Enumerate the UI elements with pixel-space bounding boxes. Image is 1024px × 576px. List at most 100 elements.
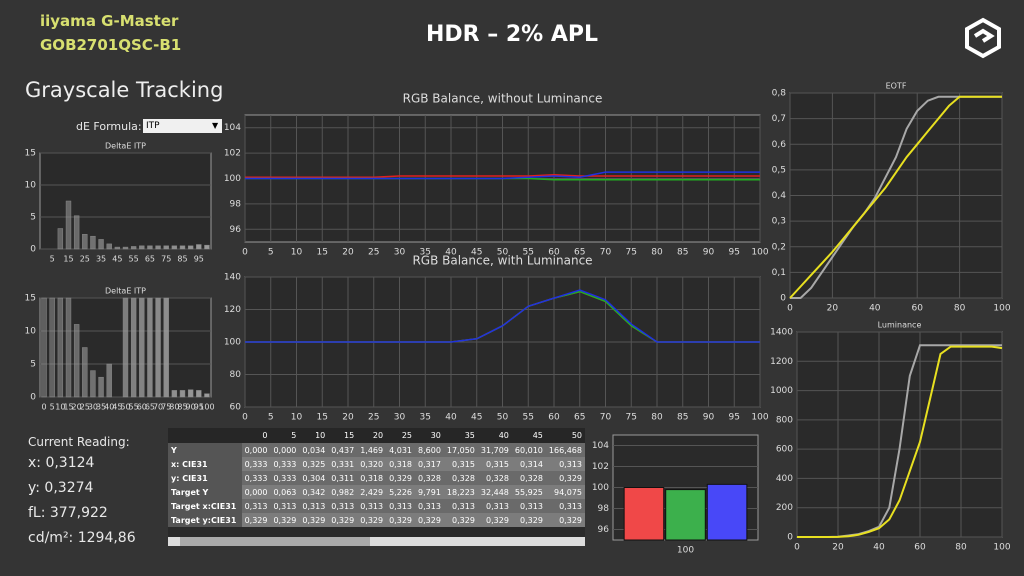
x-tick-label: 95 (729, 413, 740, 423)
y-tick-label: 15 (25, 294, 36, 304)
x-tick-label: 70 (153, 403, 163, 412)
y-tick-label: 100 (224, 338, 241, 348)
x-tick-label: 95 (194, 403, 204, 412)
x-tick-label: 100 (751, 248, 768, 258)
x-tick-label: 85 (177, 255, 187, 264)
x-tick-label: 90 (186, 403, 196, 412)
x-tick-label: 60 (548, 248, 560, 258)
cell: 0,328 (511, 471, 546, 485)
reading-label: Current Reading: (28, 435, 130, 449)
data-table: 0 5 10 15 20 25 30 35 40 45 50 Y 0,000 0,000 0,034 0,43… (168, 428, 585, 546)
x-tick-label: 75 (161, 403, 171, 412)
bar (179, 390, 186, 398)
cell: 4,031 (386, 443, 415, 457)
cell: 0,329 (415, 513, 444, 527)
cell: 0,315 (443, 457, 478, 471)
cell: 0,063 (270, 485, 300, 499)
y-tick-label: 0,6 (772, 140, 787, 150)
scroll-thumb[interactable] (180, 537, 370, 546)
header-cell: 0 (241, 428, 271, 443)
header-cell: 35 (443, 428, 478, 443)
x-tick-label: 55 (129, 255, 139, 264)
x-tick-label: 70 (600, 248, 612, 258)
header-cell: 40 (477, 428, 512, 443)
cell: 0,313 (511, 499, 546, 513)
dropdown-arrow[interactable]: ▼ (212, 121, 219, 130)
bar (98, 376, 104, 398)
row-label: Target Y (168, 485, 242, 499)
cell: 0,000 (241, 485, 271, 499)
x-tick-label: 25 (368, 248, 379, 258)
series-line (789, 95, 1002, 299)
cell: 0,329 (270, 513, 300, 527)
x-tick-label: 75 (626, 413, 637, 423)
cell: 0,329 (443, 513, 478, 527)
y-tick-label: 104 (592, 441, 609, 451)
cell: 0,314 (511, 457, 546, 471)
header-cell: 50 (545, 428, 585, 443)
y-tick-label: 80 (230, 370, 242, 380)
x-tick-label: 30 (394, 248, 406, 258)
cell: 0,328 (477, 471, 512, 485)
chart: RGB Balance, with Luminance6080100120140… (224, 254, 769, 423)
de-formula-dropdown[interactable]: ITP (143, 119, 222, 133)
x-tick-label: 45 (112, 403, 122, 412)
bar (114, 246, 121, 250)
chart-title: DeltaE ITP (105, 142, 146, 151)
cell: 0,329 (511, 513, 546, 527)
bar (155, 297, 161, 398)
cell: 0,329 (299, 513, 329, 527)
reading-line: fL: 377,922 (28, 505, 108, 521)
y-tick-label: 0,5 (772, 165, 786, 175)
chart: Luminance 0 200 400 600 800 1000 1200 1400 0 20 40 6… (770, 321, 1011, 553)
cell: 18,223 (443, 485, 478, 499)
cell: 0,325 (299, 457, 329, 471)
y-tick-label: 1400 (770, 328, 793, 338)
y-tick-label: 0 (30, 393, 36, 403)
x-tick-label: 65 (145, 255, 155, 264)
cell: 0,317 (415, 457, 444, 471)
y-tick-label: 100 (592, 483, 609, 493)
x-tick-label: 35 (96, 403, 106, 412)
x-tick-label: 90 (703, 413, 715, 423)
x-tick-label: 5 (50, 403, 55, 412)
scrollbar[interactable] (168, 537, 585, 546)
cell: 0,329 (477, 513, 512, 527)
header-cell: 45 (511, 428, 546, 443)
bar (706, 483, 748, 541)
cell: 0,333 (241, 471, 271, 485)
bar (57, 228, 64, 250)
x-tick-label: 20 (342, 248, 354, 258)
cell: 31,709 (477, 443, 512, 457)
chart: EOTF 0 0,1 0,2 0,3 0,4 0,5 0,6 0,7 0,8 0 20 40 60 80 10… (772, 82, 1011, 314)
bar (73, 215, 80, 250)
table: 0 5 10 15 20 25 30 35 40 45 50 Y 0,000 0,000 0,034 0,43… (168, 428, 585, 527)
x-tick-label: 0 (242, 248, 248, 258)
x-tick-label: 100 (677, 546, 694, 556)
cell: 0,313 (415, 499, 444, 513)
bar (196, 390, 202, 398)
cell: 0,318 (386, 457, 415, 471)
table-row: Target x:CIE31 0,313 0,313 0,313 0,313 0,313 0… (168, 499, 585, 513)
x-tick-label: 70 (600, 413, 612, 423)
bar (90, 235, 96, 250)
x-tick-label: 35 (420, 413, 431, 423)
chart-title: Luminance (878, 321, 922, 330)
x-tick-label: 0 (242, 413, 248, 423)
page-title: HDR – 2% APL (425, 22, 599, 47)
x-tick-label: 80 (169, 403, 179, 412)
brand-line: GOB2701QSC-B1 (40, 36, 182, 54)
x-tick-label: 60 (914, 543, 926, 553)
y-tick-label: 800 (776, 415, 793, 425)
y-tick-label: 0 (780, 294, 786, 304)
cell: 0,331 (328, 457, 358, 471)
cell: 0,333 (241, 457, 271, 471)
bar (41, 297, 47, 398)
cell: 0,333 (270, 457, 300, 471)
header-cell: 20 (357, 428, 387, 443)
y-tick-label: 1200 (770, 357, 793, 367)
x-tick-label: 5 (268, 413, 274, 423)
x-tick-label: 65 (574, 248, 585, 258)
row-label: Target y:CIE31 (168, 513, 242, 527)
